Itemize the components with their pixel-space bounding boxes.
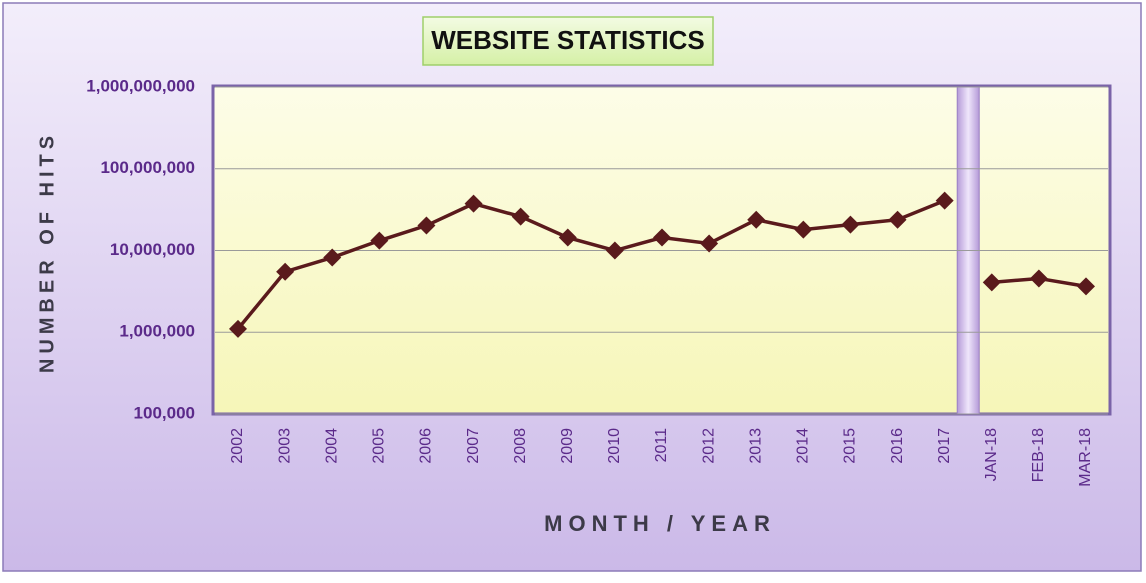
y-tick-label: 100,000 <box>134 403 195 422</box>
x-tick-label: 2002 <box>229 428 246 464</box>
line <box>236 199 946 330</box>
x-tick-label: 2004 <box>323 428 340 464</box>
marker <box>982 273 1001 292</box>
x-tick-label: 2014 <box>795 428 812 464</box>
marker <box>653 228 671 247</box>
marker <box>747 210 766 229</box>
marker <box>935 191 954 210</box>
marker <box>464 194 483 213</box>
y-tick-label: 10,000,000 <box>110 240 195 259</box>
y-axis-title: NUMBER OF HITS <box>36 131 58 373</box>
chart-title: WEBSITE STATISTICS <box>431 25 704 55</box>
x-tick-label: MAR-18 <box>1077 428 1094 487</box>
marker <box>794 220 813 239</box>
x-tick-label: 2012 <box>700 428 717 464</box>
x-tick-label: 2005 <box>371 428 388 464</box>
marker <box>276 262 295 281</box>
x-tick-label: 2017 <box>936 428 953 464</box>
marker <box>323 248 342 267</box>
marker <box>841 215 860 234</box>
x-tick-label: 2009 <box>559 428 576 464</box>
x-tick-label: 2016 <box>889 428 906 464</box>
x-tick-label: 2008 <box>512 428 529 464</box>
x-axis-title: MONTH / YEAR <box>544 511 776 536</box>
x-tick-label: JAN-18 <box>983 428 1000 481</box>
marker <box>605 241 624 260</box>
y-tick-label: 1,000,000 <box>119 322 195 341</box>
marker <box>417 216 436 235</box>
marker <box>511 207 530 226</box>
marker <box>1029 269 1048 288</box>
x-tick-label: FEB-18 <box>1030 428 1047 482</box>
marker <box>370 231 389 250</box>
marker <box>229 319 247 338</box>
x-tick-label: 2007 <box>465 428 482 464</box>
marker <box>558 228 577 247</box>
y-tick-label: 1,000,000,000 <box>86 76 195 95</box>
x-tick-label: 2011 <box>653 428 670 463</box>
marker <box>1077 277 1095 296</box>
title-box <box>422 16 714 66</box>
marker <box>888 210 907 229</box>
x-tick-label: 2003 <box>276 428 293 464</box>
y-tick-label: 100,000,000 <box>100 158 195 177</box>
x-tick-label: 2015 <box>842 428 859 464</box>
x-tick-label: 2006 <box>418 428 435 464</box>
x-tick-label: 2010 <box>606 428 623 464</box>
marker <box>700 234 719 253</box>
x-tick-label: 2013 <box>747 428 764 464</box>
